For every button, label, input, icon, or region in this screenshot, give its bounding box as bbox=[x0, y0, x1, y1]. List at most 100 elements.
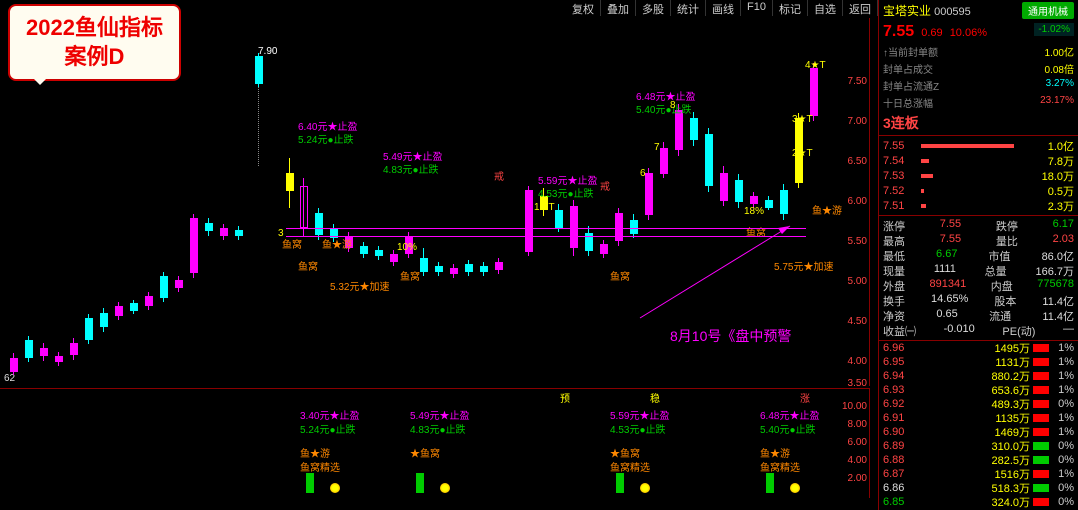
trade-row: 6.92489.3万0% bbox=[879, 397, 1078, 411]
sub-label: 鱼窝精选 bbox=[300, 459, 340, 474]
trade-row: 6.901469万1% bbox=[879, 425, 1078, 439]
sub-label: 5.24元●止跌 bbox=[300, 421, 356, 436]
chart-label: 5.24元●止跌 bbox=[298, 131, 354, 146]
arrow-svg bbox=[630, 218, 810, 328]
right-panel: 宝塔实业 000595 通用机械 7.55 0.69 10.06% -1.02%… bbox=[878, 0, 1078, 510]
orderbook-row: 7.551.0亿 bbox=[879, 138, 1078, 153]
info-line: ↑当前封单额1.00亿 bbox=[879, 43, 1078, 60]
info-line: 十日总涨幅23.17% bbox=[879, 94, 1078, 111]
chart-label: 3 bbox=[278, 228, 284, 239]
info-line: 封单占成交0.08倍 bbox=[879, 60, 1078, 77]
y-axis-label: 7.00 bbox=[848, 116, 867, 127]
chart-label: 10% bbox=[397, 242, 417, 253]
menu-item[interactable]: 多股 bbox=[636, 0, 671, 16]
y-axis-label: 7.50 bbox=[848, 76, 867, 87]
dotted-line bbox=[258, 86, 259, 166]
callout-line2: 案例D bbox=[26, 43, 163, 72]
chart-label: 6 bbox=[640, 168, 646, 179]
trade-row: 6.871516万1% bbox=[879, 467, 1078, 481]
stat-row: 净资0.65流通11.4亿 bbox=[883, 308, 1074, 323]
menu-item[interactable]: 自选 bbox=[808, 0, 843, 16]
stock-header: 宝塔实业 000595 通用机械 bbox=[879, 0, 1078, 21]
sub-y-label: 4.00 bbox=[848, 455, 867, 466]
trade-row: 6.93653.6万1% bbox=[879, 383, 1078, 397]
chart-label: 鱼★游 bbox=[322, 236, 352, 251]
y-axis-label: 4.50 bbox=[848, 316, 867, 327]
sub-y-label: 2.00 bbox=[848, 473, 867, 484]
stat-row: 外盘891341内盘775678 bbox=[883, 278, 1074, 293]
callout-line1: 2022鱼仙指标 bbox=[26, 14, 163, 43]
trades-list: 6.961495万1%6.951131万1%6.94880.2万1%6.9365… bbox=[879, 340, 1078, 509]
stock-name: 宝塔实业 bbox=[883, 4, 931, 18]
sub-bar bbox=[416, 473, 424, 493]
sub-label: 3.40元★止盈 bbox=[300, 407, 359, 422]
chart-label: 18% bbox=[744, 206, 764, 217]
price-row: 7.55 0.69 10.06% -1.02% bbox=[879, 21, 1078, 43]
info-line: 封单占流通Z3.27% bbox=[879, 77, 1078, 94]
chart-label: 鱼窝 bbox=[282, 236, 302, 251]
sub-bar bbox=[766, 473, 774, 493]
chart-label: 1★T bbox=[534, 202, 555, 213]
orderbook-row: 7.512.3万 bbox=[879, 198, 1078, 213]
sub-y-label: 10.00 bbox=[842, 401, 867, 412]
green-pct: -1.02% bbox=[1034, 23, 1074, 36]
trade-row: 6.911135万1% bbox=[879, 411, 1078, 425]
fish-icon bbox=[790, 483, 800, 493]
sub-label: 鱼★游 bbox=[300, 445, 330, 460]
category-badge[interactable]: 通用机械 bbox=[1022, 2, 1074, 19]
trade-row: 6.85324.0万0% bbox=[879, 495, 1078, 509]
menu-item[interactable]: 统计 bbox=[671, 0, 706, 16]
sub-bar bbox=[306, 473, 314, 493]
menu-item[interactable]: 返回 bbox=[843, 0, 878, 16]
sub-label: ★鱼窝 bbox=[610, 445, 640, 460]
current-price: 7.55 bbox=[883, 23, 914, 40]
chart-label: 5.40元●止跌 bbox=[636, 101, 692, 116]
fish-icon bbox=[640, 483, 650, 493]
y-axis-label: 5.50 bbox=[848, 236, 867, 247]
sub-label: 5.49元★止盈 bbox=[410, 407, 469, 422]
y-axis-label: 6.50 bbox=[848, 156, 867, 167]
sub-y-label: 8.00 bbox=[848, 419, 867, 430]
trade-row: 6.88282.5万0% bbox=[879, 453, 1078, 467]
chart-label: 3★T bbox=[792, 114, 813, 125]
stat-row: 最低6.67市值86.0亿 bbox=[883, 248, 1074, 263]
sub-chart[interactable]: 10.008.006.004.002.003.40元★止盈5.24元●止跌鱼★游… bbox=[0, 388, 870, 498]
chart-label: 戒 bbox=[600, 178, 610, 193]
sub-y-label: 6.00 bbox=[848, 437, 867, 448]
stat-row: 现量1111总量166.7万 bbox=[883, 263, 1074, 278]
chart-label: 鱼★游 bbox=[812, 202, 842, 217]
menu-item[interactable]: 画线 bbox=[706, 0, 741, 16]
sub-label: 4.53元●止跌 bbox=[610, 421, 666, 436]
stats-grid: 涨停7.55跌停6.17最高7.55量比2.03最低6.67市值86.0亿现量1… bbox=[879, 215, 1078, 340]
chart-label: 鱼窝 bbox=[400, 268, 420, 283]
stock-code: 000595 bbox=[934, 6, 971, 18]
sub-label: 鱼★游 bbox=[760, 445, 790, 460]
sub-label: 鱼窝精选 bbox=[610, 459, 650, 474]
chart-label: 5.75元★加速 bbox=[774, 258, 833, 273]
menu-item[interactable]: 叠加 bbox=[601, 0, 636, 16]
trade-row: 6.951131万1% bbox=[879, 355, 1078, 369]
menu-item[interactable]: 标记 bbox=[773, 0, 808, 16]
chart-label: 2★T bbox=[792, 148, 813, 159]
chart-label: 4.83元●止跌 bbox=[383, 161, 439, 176]
sub-bar bbox=[616, 473, 624, 493]
orderbook-row: 7.5318.0万 bbox=[879, 168, 1078, 183]
chart-label: 鱼窝 bbox=[610, 268, 630, 283]
trade-row: 6.89310.0万0% bbox=[879, 439, 1078, 453]
sub-label: 鱼窝精选 bbox=[760, 459, 800, 474]
annotation-text: 8月10号《盘中预警 bbox=[670, 326, 791, 346]
sub-label: 5.59元★止盈 bbox=[610, 407, 669, 422]
sub-label: ★鱼窝 bbox=[410, 445, 440, 460]
price-pct: 10.06% bbox=[950, 27, 987, 39]
info-section: ↑当前封单额1.00亿封单占成交0.08倍封单占流通Z3.27%十日总涨幅23.… bbox=[879, 43, 1078, 111]
chart-label: 4★T bbox=[805, 60, 826, 71]
stat-row: 涨停7.55跌停6.17 bbox=[883, 218, 1074, 233]
chart-label: 戒 bbox=[494, 168, 504, 183]
trade-row: 6.86518.3万0% bbox=[879, 481, 1078, 495]
fish-icon bbox=[440, 483, 450, 493]
chart-label: 8 bbox=[670, 100, 676, 111]
sub-label: 4.83元●止跌 bbox=[410, 421, 466, 436]
menu-item[interactable]: 复权 bbox=[566, 0, 601, 16]
chart-label: 鱼窝 bbox=[298, 258, 318, 273]
menu-item[interactable]: F10 bbox=[741, 0, 773, 16]
